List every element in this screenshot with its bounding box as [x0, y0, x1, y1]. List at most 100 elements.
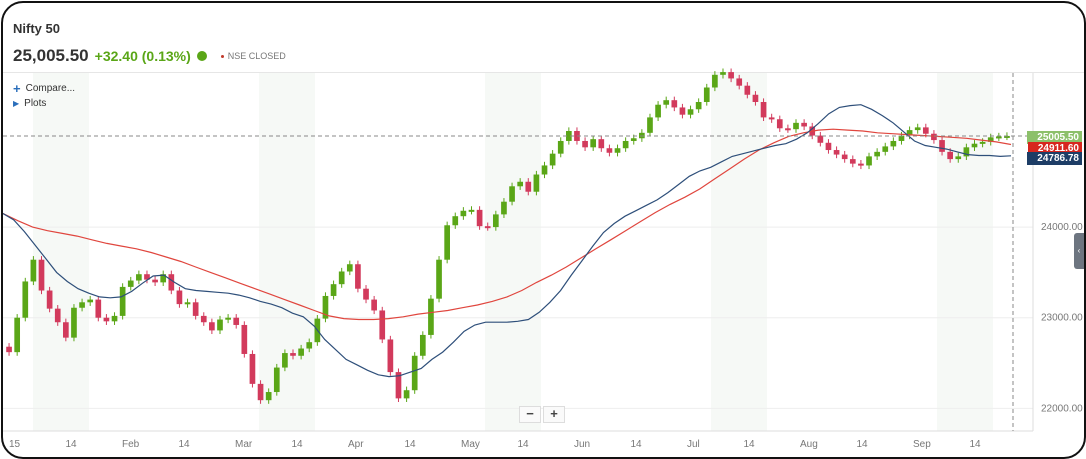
candle-body	[395, 372, 402, 399]
candle-body	[655, 104, 661, 118]
ma-slow-tag: 24911.60	[1027, 142, 1082, 155]
candle-body	[882, 146, 889, 152]
plots-label: Plots	[24, 98, 47, 109]
candle-body	[6, 346, 12, 353]
candle-body	[606, 148, 613, 153]
candle-body	[890, 140, 897, 147]
x-tick-label: 14	[292, 439, 304, 450]
x-tick-label: 14	[970, 439, 982, 450]
candle-body	[144, 274, 150, 280]
candle-body	[906, 130, 913, 136]
candle-body	[22, 281, 29, 318]
plus-icon: +	[13, 81, 21, 96]
x-tick-label: 14	[744, 439, 756, 450]
zoom-in-button[interactable]: +	[543, 406, 565, 423]
status-dot-icon	[220, 55, 224, 59]
candle-body	[736, 78, 743, 86]
ma-slow-line	[3, 128, 1012, 321]
candle-body	[955, 156, 962, 160]
candle-body	[630, 138, 637, 141]
candle-body	[428, 298, 434, 335]
candle-body	[330, 284, 337, 296]
candle-body	[265, 392, 272, 401]
candle-body	[517, 181, 524, 187]
candle-body	[687, 109, 694, 115]
candle-body	[484, 226, 491, 229]
candle-body	[671, 100, 678, 108]
candle-body	[168, 274, 175, 291]
candle-body	[663, 100, 670, 105]
candle-body	[14, 317, 21, 353]
candle-body	[622, 140, 629, 149]
candle-body	[403, 390, 410, 399]
header: Nifty 50	[13, 21, 60, 36]
x-tick-label: May	[461, 439, 480, 450]
candle-body	[225, 317, 231, 320]
candle-body	[54, 308, 61, 323]
candle-body	[387, 339, 394, 373]
candle-body	[192, 302, 199, 316]
candle-body	[744, 85, 751, 95]
zoom-out-button[interactable]: −	[519, 406, 541, 423]
candle-body	[460, 210, 467, 217]
plots-button[interactable]: ▶ Plots	[13, 98, 46, 109]
candle-body	[866, 156, 872, 166]
candle-body	[533, 174, 540, 192]
candle-body	[922, 127, 929, 134]
candle-body	[647, 117, 653, 133]
candle-body	[947, 151, 953, 160]
candle-body	[720, 72, 726, 75]
candle-body	[760, 102, 767, 118]
month-band	[33, 73, 89, 431]
candle-body	[801, 122, 807, 127]
candle-body	[95, 299, 102, 318]
x-tick-label: Feb	[122, 439, 140, 450]
candle-body	[833, 150, 840, 155]
candle-body	[371, 299, 377, 311]
candle-body	[931, 133, 937, 141]
candle-body	[257, 383, 264, 401]
candle-body	[184, 302, 191, 305]
candle-body	[995, 136, 1002, 139]
candle-body	[322, 295, 329, 319]
candle-body	[566, 131, 572, 141]
candle-body	[290, 353, 296, 356]
compare-button[interactable]: + Compare...	[13, 81, 75, 96]
y-tick-label: 23000.00	[1041, 313, 1083, 324]
candle-body	[233, 317, 240, 325]
candle-body	[549, 153, 556, 166]
y-tick-label: 22000.00	[1041, 403, 1083, 414]
candle-body	[695, 102, 702, 110]
ma-fast-tag: 24786.78	[1027, 152, 1082, 165]
candle-body	[363, 288, 369, 300]
x-tick-label: Sep	[913, 439, 931, 450]
candle-body	[614, 148, 621, 153]
candle-body	[914, 127, 921, 131]
candle-body	[501, 201, 507, 215]
candle-body	[468, 209, 475, 212]
candle-body	[541, 165, 548, 175]
candle-body	[217, 319, 223, 331]
candle-body	[298, 348, 304, 356]
candle-body	[338, 271, 345, 285]
candle-body	[712, 74, 718, 88]
candle-body	[71, 307, 77, 338]
candle-body	[874, 151, 880, 157]
candle-body	[436, 259, 442, 299]
candle-body	[785, 128, 791, 131]
candle-body	[355, 264, 361, 289]
month-band	[711, 73, 767, 431]
candle-body	[768, 117, 775, 120]
x-tick-label: Aug	[800, 439, 818, 450]
quote-row: 25,005.50 +32.40 (0.13%) NSE CLOSED	[13, 46, 286, 66]
candle-body	[379, 310, 386, 340]
divider	[3, 72, 1084, 73]
month-band	[485, 73, 541, 431]
candle-body	[703, 87, 710, 103]
x-tick-label: 14	[631, 439, 643, 450]
side-panel-handle[interactable]: ‹	[1074, 233, 1084, 269]
candle-body	[200, 315, 207, 323]
candle-body	[306, 342, 313, 349]
candle-body	[209, 322, 215, 331]
price-chart[interactable]: 22000.00 23000.00 24000.00 15 14 Feb 14 Mar 14 Ap…	[3, 3, 1086, 459]
